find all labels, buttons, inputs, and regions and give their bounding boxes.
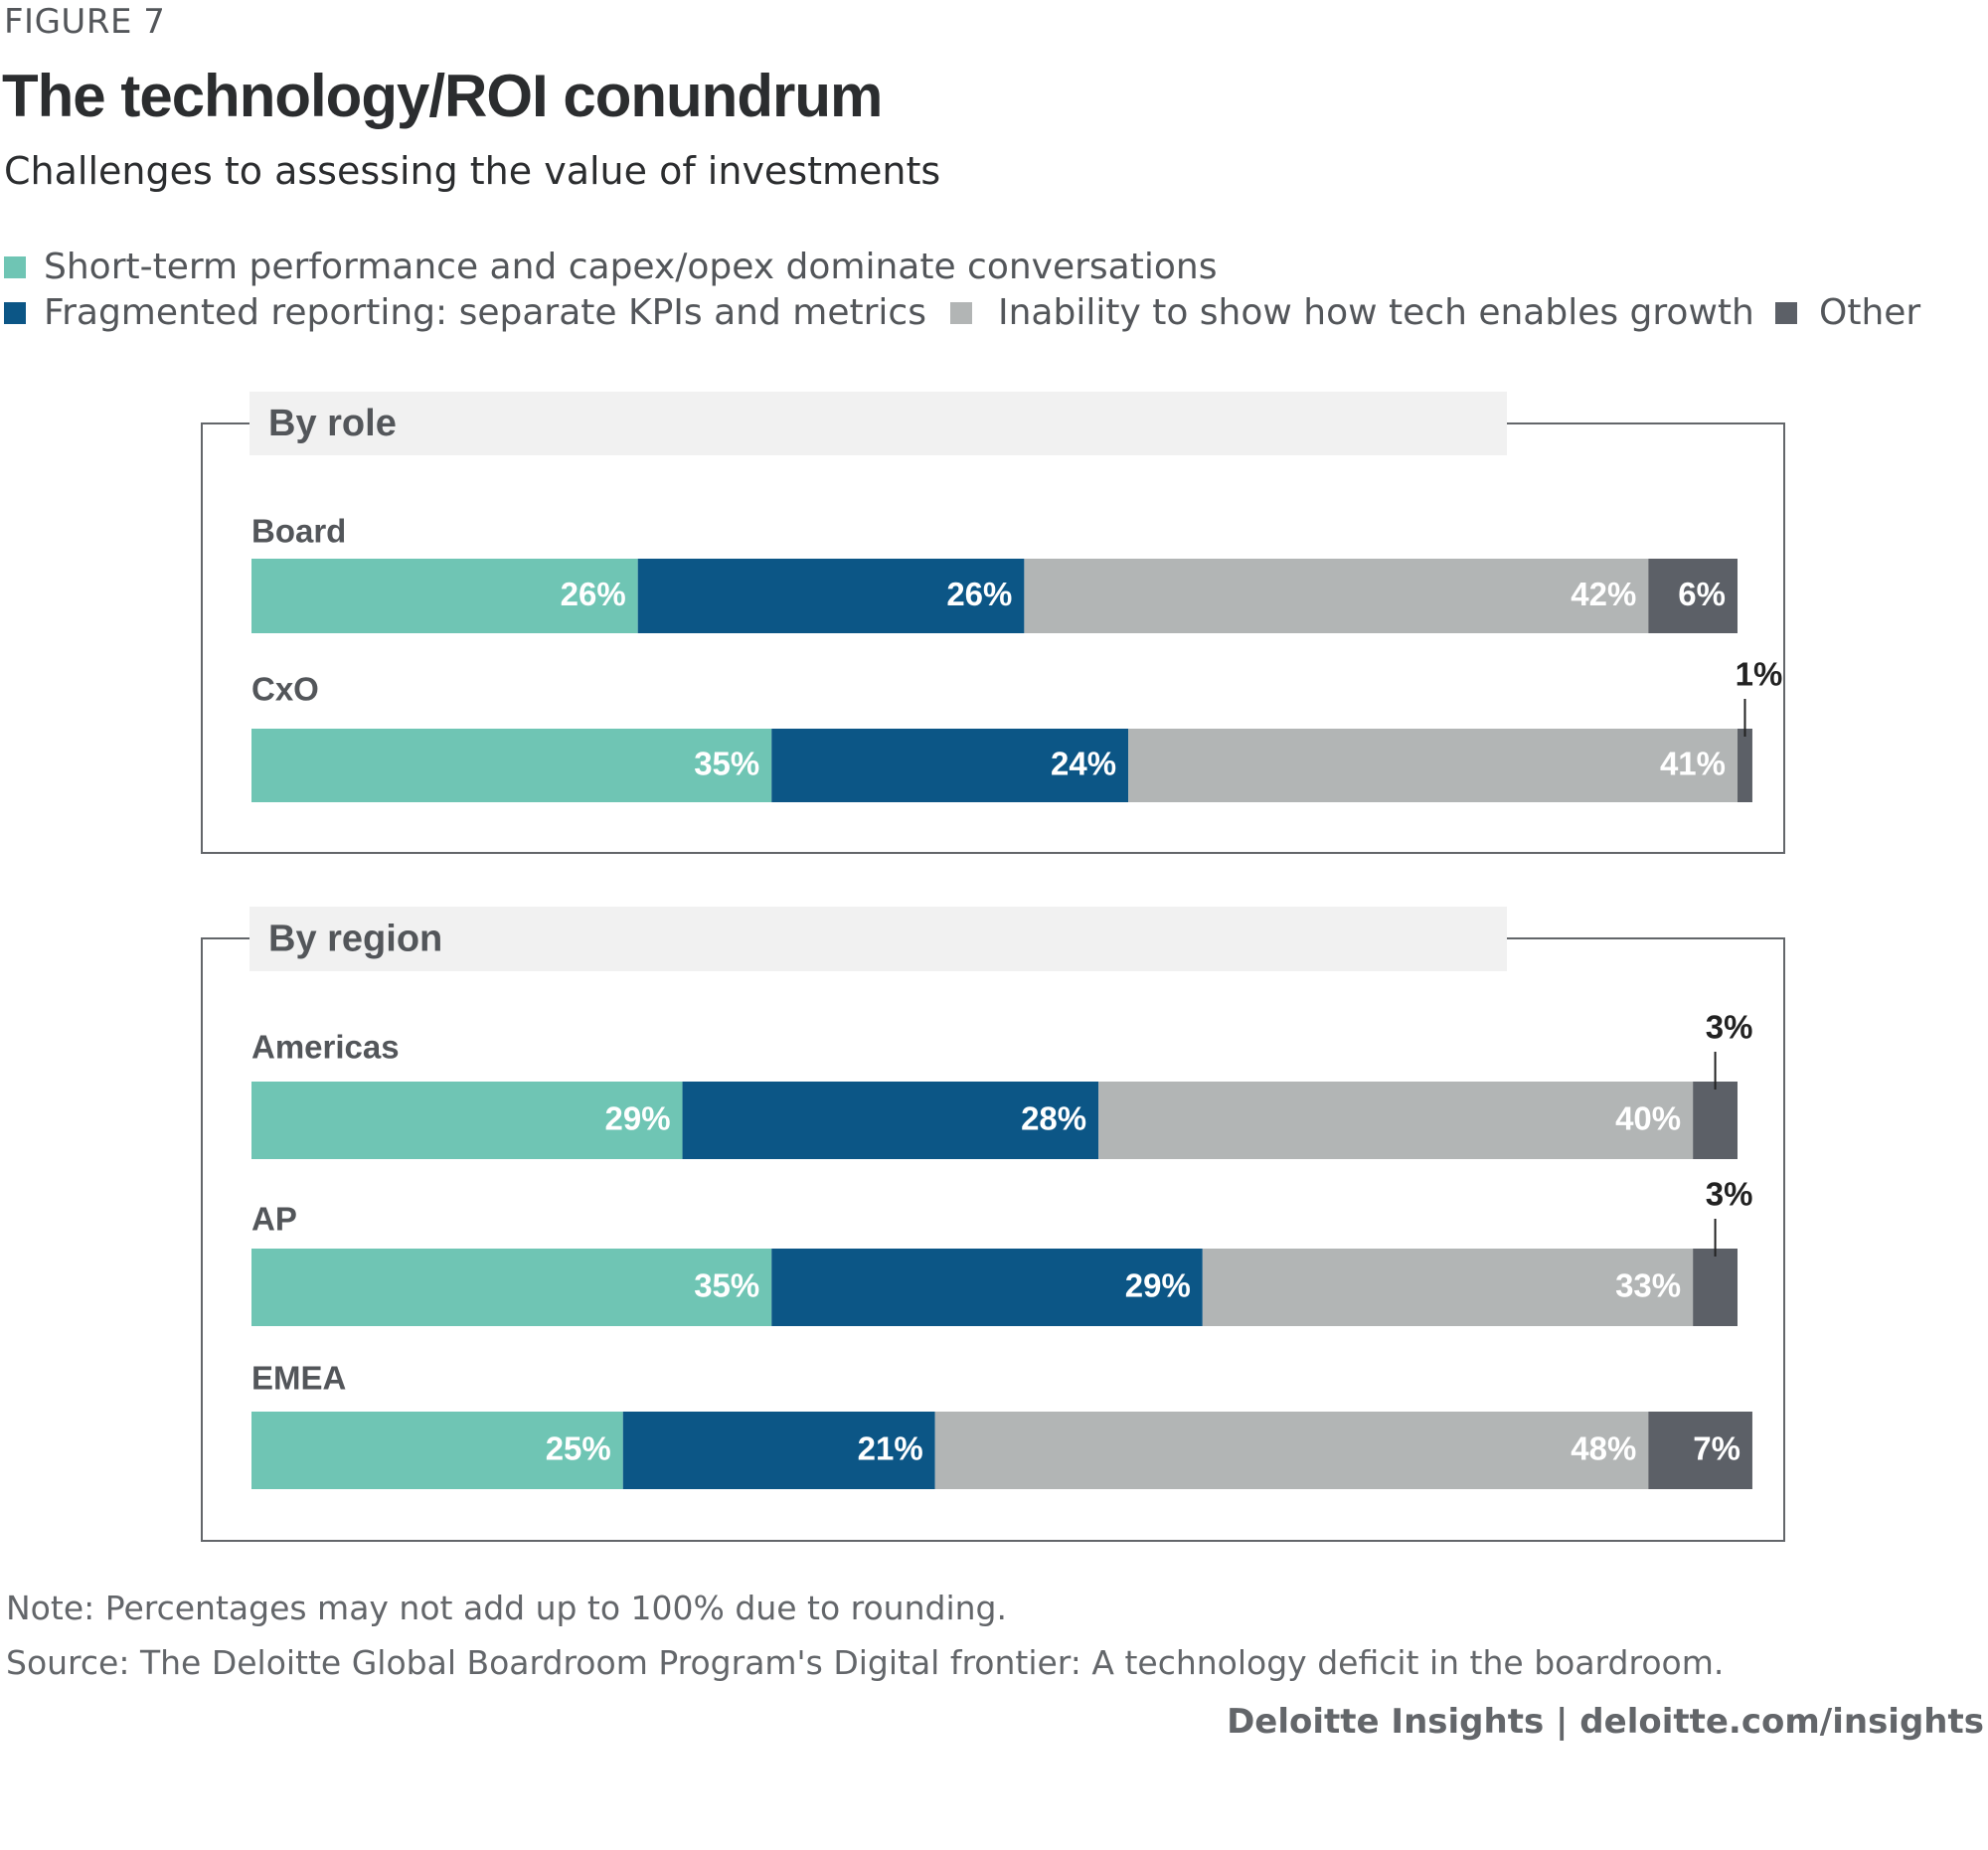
legend-label: Other [1819, 292, 1921, 333]
row-label-americas: Americas [251, 1029, 400, 1066]
data-label-cxo-3: 1% [1736, 656, 1783, 693]
row-label-cxo: CxO [251, 671, 319, 708]
bar-segment-emea-1 [622, 1412, 935, 1489]
bar-segment-americas-2 [1098, 1082, 1694, 1159]
chart-subtitle: Challenges to assessing the value of inv… [4, 149, 941, 193]
legend-label: Short-term performance and capex/opex do… [44, 247, 1218, 287]
legend-item-other: Other [1775, 292, 1920, 333]
legend-item-short-term: Short-term performance and capex/opex do… [4, 247, 1217, 287]
row-label-emea: EMEA [251, 1360, 346, 1397]
legend-label: Inability to show how tech enables growt… [998, 292, 1754, 333]
data-label-ap-0: 35% [694, 1267, 759, 1304]
bar-segment-cxo-3 [1738, 729, 1752, 802]
data-label-americas-3: 3% [1706, 1009, 1753, 1046]
data-label-americas-2: 40% [1615, 1100, 1681, 1137]
panel-border-by-region [201, 937, 1785, 1542]
data-label-emea-0: 25% [546, 1430, 611, 1467]
data-label-cxo-0: 35% [694, 746, 759, 782]
note-text: Note: Percentages may not add up to 100%… [6, 1589, 1007, 1627]
panel-header-by-region [249, 907, 1507, 971]
panel-title-by-region: By region [268, 919, 442, 960]
legend-swatch [4, 301, 26, 324]
data-label-emea-3: 7% [1693, 1430, 1740, 1467]
legend-item-fragmented: Fragmented reporting: separate KPIs and … [4, 292, 926, 333]
bar-segment-ap-0 [251, 1249, 772, 1326]
legend-item-inability: Inability to show how tech enables growt… [950, 292, 1754, 333]
bar-segment-board-2 [1024, 559, 1649, 633]
data-label-americas-0: 29% [604, 1100, 670, 1137]
data-label-americas-1: 28% [1021, 1100, 1086, 1137]
row-label-ap: AP [251, 1201, 297, 1238]
bar-segment-cxo-1 [771, 729, 1129, 802]
data-label-cxo-1: 24% [1051, 746, 1116, 782]
data-label-board-3: 6% [1678, 576, 1726, 612]
bar-segment-emea-2 [934, 1412, 1649, 1489]
bar-segment-board-1 [637, 559, 1025, 633]
bar-segment-board-0 [251, 559, 638, 633]
bar-segment-emea-0 [251, 1412, 623, 1489]
data-label-emea-2: 48% [1571, 1430, 1636, 1467]
data-label-ap-2: 33% [1615, 1267, 1681, 1304]
bar-segment-cxo-0 [251, 729, 772, 802]
data-label-board-0: 26% [561, 576, 626, 612]
data-label-ap-1: 29% [1125, 1267, 1191, 1304]
panel-title-by-role: By role [268, 403, 397, 444]
credit-text: Deloitte Insights | deloitte.com/insight… [1227, 1702, 1984, 1742]
data-label-emea-1: 21% [858, 1430, 923, 1467]
data-label-board-1: 26% [946, 576, 1012, 612]
bar-segment-americas-3 [1693, 1082, 1738, 1159]
bar-segment-americas-1 [682, 1082, 1099, 1159]
chart-title: The technology/ROI conundrum [2, 63, 883, 129]
legend-swatch [4, 255, 26, 278]
legend-swatch [950, 301, 972, 324]
data-label-board-2: 42% [1571, 576, 1636, 612]
bar-segment-cxo-2 [1128, 729, 1738, 802]
bar-segment-ap-1 [771, 1249, 1203, 1326]
bar-segment-americas-0 [251, 1082, 683, 1159]
legend-swatch [1775, 301, 1797, 324]
figure-label: FIGURE 7 [4, 2, 166, 42]
bar-segment-ap-3 [1693, 1249, 1738, 1326]
legend-label: Fragmented reporting: separate KPIs and … [44, 292, 926, 333]
data-label-cxo-2: 41% [1660, 746, 1726, 782]
bar-segment-board-3 [1648, 559, 1738, 633]
data-label-ap-3: 3% [1706, 1176, 1753, 1213]
row-label-board: Board [251, 513, 346, 550]
panel-header-by-role [249, 392, 1507, 455]
bar-segment-ap-2 [1202, 1249, 1694, 1326]
source-text: Source: The Deloitte Global Boardroom Pr… [6, 1643, 1725, 1682]
panel-border-by-role [201, 422, 1785, 854]
bar-segment-emea-3 [1648, 1412, 1752, 1489]
